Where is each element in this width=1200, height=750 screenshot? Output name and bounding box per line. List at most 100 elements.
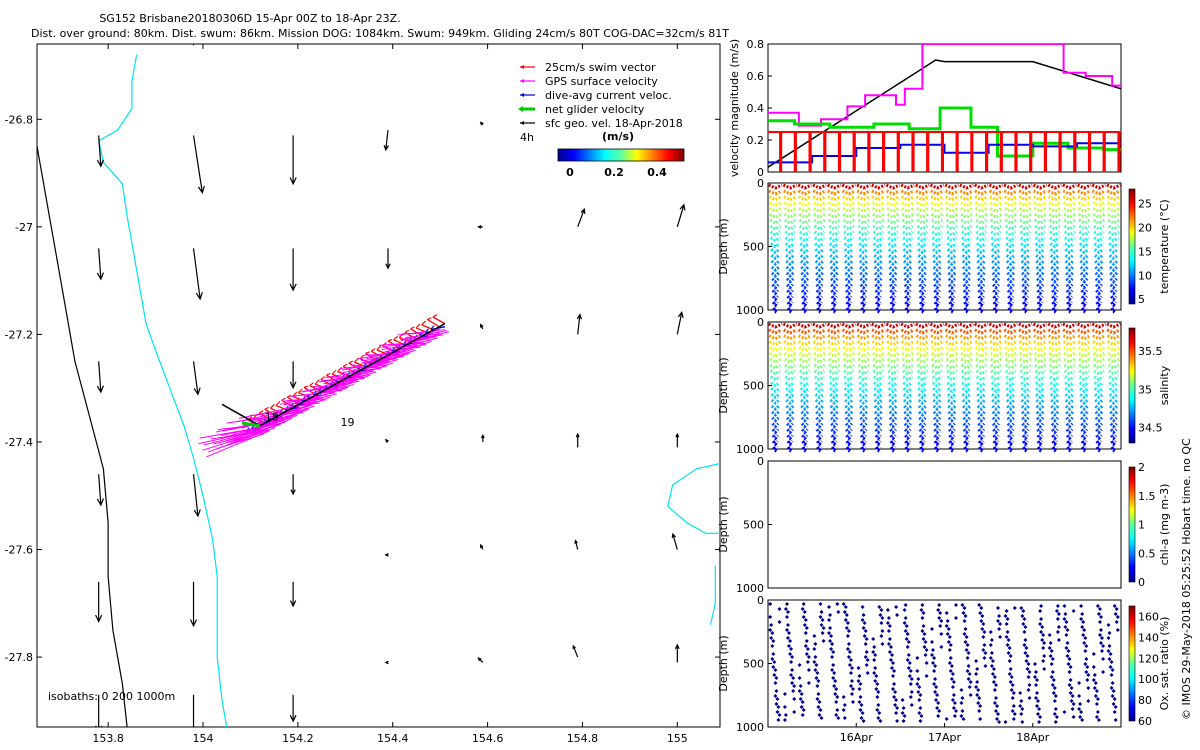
oxygen-sample	[980, 627, 985, 631]
oxygen-sample	[1053, 694, 1058, 698]
profile-sample	[859, 283, 868, 290]
oxygen-sample	[950, 698, 955, 702]
profile-sample	[873, 398, 884, 406]
profile-sample	[1019, 346, 1032, 353]
gps-vector-line	[387, 340, 433, 358]
profile-sample	[961, 381, 972, 388]
oxygen-sample	[879, 634, 884, 638]
profile-sample	[844, 404, 854, 411]
profile-sample	[874, 434, 882, 441]
oxygen-sample	[932, 669, 937, 673]
oxygen-sample	[964, 635, 969, 639]
profile-sample	[976, 404, 986, 411]
profile-sample	[858, 236, 870, 243]
profile-sample	[885, 183, 901, 190]
profile-sample	[902, 387, 913, 394]
oxygen-sample	[948, 656, 953, 660]
oxygen-sample	[1113, 612, 1118, 616]
profile-sample	[1077, 189, 1092, 196]
oxygen-sample	[1078, 702, 1083, 706]
profile-sample	[874, 277, 883, 284]
profile-sample	[1108, 230, 1120, 237]
profile-sample	[930, 328, 945, 335]
oxygen-sample	[789, 660, 794, 664]
oxygen-sample	[797, 663, 802, 667]
profile-sample	[1066, 446, 1073, 453]
legend-swim: 25cm/s swim vector	[545, 61, 656, 74]
oxygen-sample	[783, 713, 788, 717]
oxygen-sample	[1110, 668, 1115, 672]
profile-sample	[844, 271, 854, 278]
profile-sample	[860, 446, 867, 453]
oxygen-sample	[895, 613, 900, 617]
profile-sample	[887, 230, 899, 237]
profile-sample	[843, 224, 855, 231]
profile-sample	[888, 393, 898, 400]
oxygen-sample	[861, 613, 866, 617]
profile-sample	[1049, 387, 1060, 394]
oxygen-sample	[863, 642, 868, 646]
oxygen-sample	[996, 619, 1000, 623]
oxygen-sample	[829, 647, 834, 651]
profile-sample	[1049, 254, 1060, 261]
profile-sample	[903, 422, 912, 429]
oxygen-sample	[1070, 707, 1075, 711]
oxygen-sample	[1080, 625, 1085, 629]
profile-sample	[918, 283, 927, 290]
profile-sample	[933, 283, 942, 290]
oxygen-sample	[844, 626, 849, 630]
profile-sample	[976, 381, 987, 388]
oxygen-sample	[976, 688, 981, 692]
profile-sample	[1036, 301, 1044, 308]
profile-sample	[1063, 230, 1076, 237]
profile-sample	[768, 334, 783, 341]
profile-sample	[812, 195, 827, 202]
profile-sample	[1047, 328, 1062, 335]
profile-sample	[1048, 224, 1061, 231]
oxygen-sample	[1038, 622, 1043, 626]
oxygen-sample	[864, 637, 869, 641]
oxygen-sample	[906, 653, 911, 657]
oxygen-sample	[951, 693, 956, 697]
profile-sample	[829, 271, 839, 278]
profile-sample	[800, 283, 809, 290]
geo-arrow-head	[479, 121, 484, 126]
profile-sample	[768, 346, 782, 353]
oxygen-sample	[1049, 649, 1054, 653]
profile-sample	[959, 328, 974, 335]
geo-arrow-shaft	[574, 540, 579, 550]
colorbar-label: chl-a (mg m-3)	[1158, 484, 1171, 566]
profile-sample	[900, 334, 915, 341]
profile-sample	[1109, 271, 1118, 278]
oxygen-sample	[1034, 670, 1038, 674]
oxygen-sample	[790, 655, 795, 659]
oxygen-sample	[1026, 675, 1031, 679]
profile-sample	[768, 207, 782, 214]
profile-sample	[858, 230, 870, 237]
profile-sample	[960, 363, 973, 370]
profile-sample	[904, 440, 912, 447]
profile-sample	[1064, 381, 1075, 388]
profile-sample	[771, 283, 780, 290]
legend-net: net glider velocity	[545, 103, 645, 116]
oxygen-sample	[831, 650, 836, 654]
profile-sample	[815, 277, 824, 284]
profile-sample	[931, 363, 943, 370]
oxygen-sample	[933, 690, 938, 694]
profile-sample	[813, 230, 826, 237]
oxygen-sample	[788, 639, 793, 643]
profile-sample	[1093, 242, 1105, 249]
geo-arrow-head	[192, 44, 195, 46]
profile-sample	[976, 393, 987, 400]
geo-arrow-head	[289, 283, 297, 292]
profile-sample	[1050, 410, 1060, 417]
oxygen-sample	[948, 669, 953, 673]
oxygen-sample	[819, 716, 824, 720]
oxygen-sample	[1080, 612, 1085, 616]
geo-arrow-shaft	[676, 204, 685, 228]
oxygen-sample	[936, 608, 941, 612]
oxygen-sample	[816, 692, 821, 696]
geo-arrow	[574, 539, 579, 550]
profile-sample	[1034, 381, 1046, 388]
oxygen-sample	[1062, 604, 1067, 608]
